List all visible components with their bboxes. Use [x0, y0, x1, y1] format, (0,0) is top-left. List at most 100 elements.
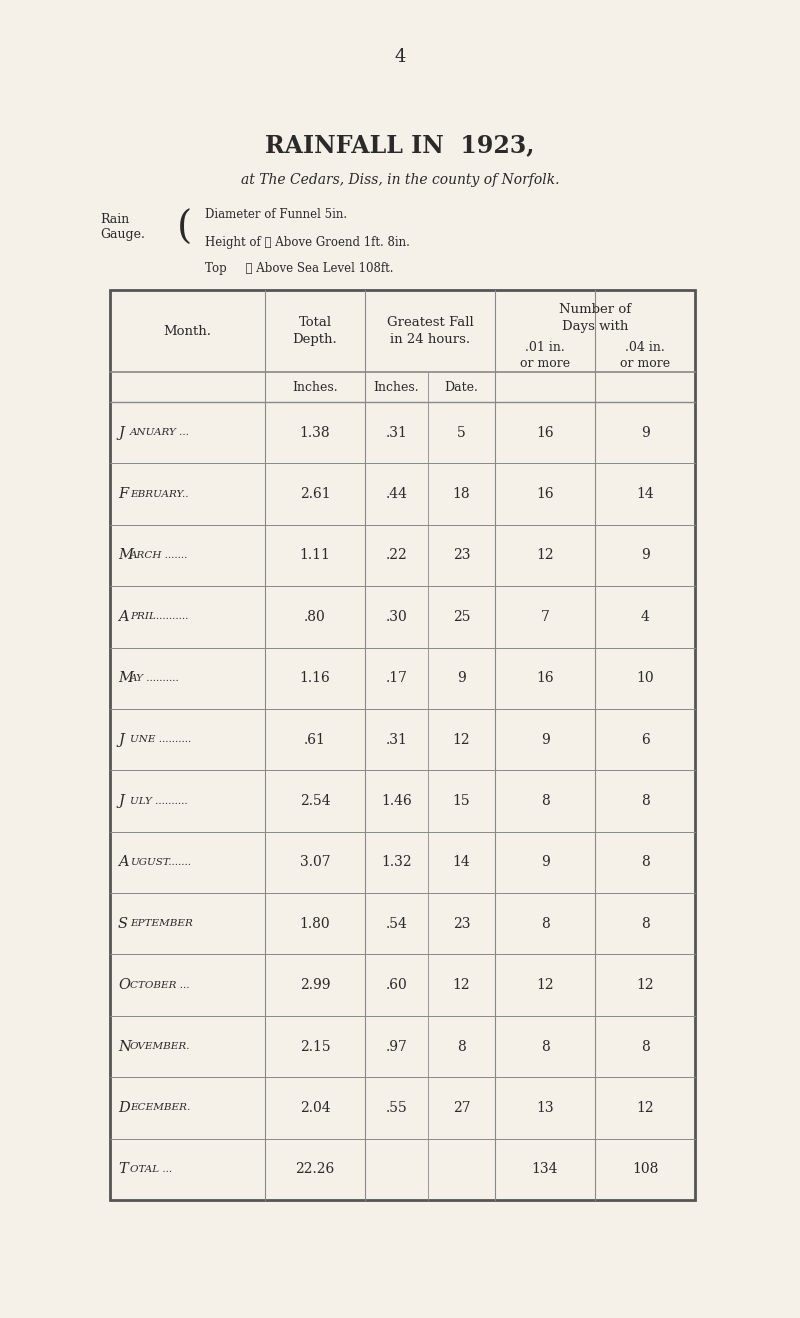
Text: 13: 13 — [536, 1101, 554, 1115]
Text: .44: .44 — [386, 488, 407, 501]
Text: .30: .30 — [386, 610, 407, 623]
Text: OTAL ...: OTAL ... — [130, 1165, 172, 1174]
Text: 22.26: 22.26 — [295, 1162, 334, 1176]
Text: 14: 14 — [453, 855, 470, 870]
Text: .04 in.
or more: .04 in. or more — [620, 341, 670, 370]
Text: 4: 4 — [641, 610, 650, 623]
Text: 134: 134 — [532, 1162, 558, 1176]
Text: .22: .22 — [386, 548, 407, 563]
Text: .54: .54 — [386, 917, 407, 931]
Text: CTOBER ...: CTOBER ... — [130, 981, 190, 990]
Text: 1.38: 1.38 — [300, 426, 330, 440]
Text: (: ( — [178, 210, 193, 246]
Text: Month.: Month. — [163, 324, 211, 337]
Text: 9: 9 — [641, 548, 650, 563]
Text: 2.54: 2.54 — [300, 793, 330, 808]
Text: 23: 23 — [453, 917, 470, 931]
Text: .61: .61 — [304, 733, 326, 746]
Text: 2.99: 2.99 — [300, 978, 330, 992]
Text: .60: .60 — [386, 978, 407, 992]
Text: 1.16: 1.16 — [300, 671, 330, 685]
Text: Top     ⎚ Above Sea Level 108ft.: Top ⎚ Above Sea Level 108ft. — [205, 262, 394, 275]
Text: 8: 8 — [641, 1040, 650, 1053]
Text: 1.11: 1.11 — [299, 548, 330, 563]
Text: Total
Depth.: Total Depth. — [293, 316, 338, 347]
Text: 16: 16 — [536, 488, 554, 501]
Text: 8: 8 — [641, 917, 650, 931]
Text: 8: 8 — [457, 1040, 466, 1053]
Text: Inches.: Inches. — [292, 381, 338, 394]
Text: 108: 108 — [632, 1162, 658, 1176]
Text: 3.07: 3.07 — [300, 855, 330, 870]
Text: D: D — [118, 1101, 130, 1115]
Text: Height of ⎚ Above Groend 1ft. 8in.: Height of ⎚ Above Groend 1ft. 8in. — [205, 236, 410, 249]
Text: 14: 14 — [636, 488, 654, 501]
Text: .01 in.
or more: .01 in. or more — [520, 341, 570, 370]
Text: 1.80: 1.80 — [300, 917, 330, 931]
Text: J: J — [118, 426, 124, 440]
Text: Rain
Gauge.: Rain Gauge. — [100, 214, 145, 241]
Text: 2.15: 2.15 — [300, 1040, 330, 1053]
Text: 7: 7 — [541, 610, 550, 623]
Text: ULY ..........: ULY .......... — [130, 796, 188, 805]
Text: M: M — [118, 548, 133, 563]
Text: 8: 8 — [641, 793, 650, 808]
Text: Diameter of Funnel 5in.: Diameter of Funnel 5in. — [205, 208, 347, 221]
Text: 9: 9 — [457, 671, 466, 685]
Text: EBRUARY..: EBRUARY.. — [130, 489, 189, 498]
Text: 5: 5 — [457, 426, 466, 440]
Text: 2.61: 2.61 — [300, 488, 330, 501]
Text: at The Cedars, Diss, in the county of Norfolk.: at The Cedars, Diss, in the county of No… — [241, 173, 559, 187]
Text: .80: .80 — [304, 610, 326, 623]
Text: 12: 12 — [536, 548, 554, 563]
Text: 12: 12 — [636, 978, 654, 992]
Text: A: A — [118, 855, 129, 870]
Text: 10: 10 — [636, 671, 654, 685]
Text: .97: .97 — [386, 1040, 407, 1053]
Text: 8: 8 — [641, 855, 650, 870]
Text: 23: 23 — [453, 548, 470, 563]
Text: Greatest Fall
in 24 hours.: Greatest Fall in 24 hours. — [386, 316, 474, 347]
Text: J: J — [118, 733, 124, 746]
Text: 1.46: 1.46 — [381, 793, 412, 808]
Text: 12: 12 — [453, 733, 470, 746]
Text: OVEMBER.: OVEMBER. — [130, 1043, 190, 1050]
Text: UGUST.......: UGUST....... — [130, 858, 191, 867]
Text: 9: 9 — [641, 426, 650, 440]
Text: ARCH .......: ARCH ....... — [130, 551, 188, 560]
Text: Number of
Days with: Number of Days with — [559, 303, 631, 333]
Text: Date.: Date. — [445, 381, 478, 394]
Text: F: F — [118, 488, 128, 501]
Text: S: S — [118, 917, 128, 931]
Text: .55: .55 — [386, 1101, 407, 1115]
Text: 25: 25 — [453, 610, 470, 623]
Text: ECEMBER.: ECEMBER. — [130, 1103, 190, 1112]
Text: N: N — [118, 1040, 130, 1053]
Text: 12: 12 — [536, 978, 554, 992]
Text: Inches.: Inches. — [374, 381, 419, 394]
Text: 27: 27 — [453, 1101, 470, 1115]
Text: 12: 12 — [453, 978, 470, 992]
Text: 8: 8 — [541, 1040, 550, 1053]
Text: M: M — [118, 671, 133, 685]
Text: O: O — [118, 978, 130, 992]
Text: PRIL..........: PRIL.......... — [130, 613, 188, 621]
Text: 16: 16 — [536, 426, 554, 440]
Text: 16: 16 — [536, 671, 554, 685]
Text: EPTEMBER: EPTEMBER — [130, 919, 193, 928]
Text: 6: 6 — [641, 733, 650, 746]
Text: A: A — [118, 610, 129, 623]
Text: 9: 9 — [541, 733, 550, 746]
Text: RAINFALL IN  1923,: RAINFALL IN 1923, — [266, 133, 534, 157]
Text: J: J — [118, 793, 124, 808]
Text: 9: 9 — [541, 855, 550, 870]
Text: UNE ..........: UNE .......... — [130, 735, 191, 745]
Text: .31: .31 — [386, 426, 407, 440]
Text: T: T — [118, 1162, 128, 1176]
Text: .17: .17 — [386, 671, 407, 685]
Text: 1.32: 1.32 — [381, 855, 412, 870]
Bar — [110, 290, 695, 1199]
Text: 4: 4 — [394, 47, 406, 66]
Text: AY ..........: AY .......... — [130, 673, 180, 683]
Text: 8: 8 — [541, 917, 550, 931]
